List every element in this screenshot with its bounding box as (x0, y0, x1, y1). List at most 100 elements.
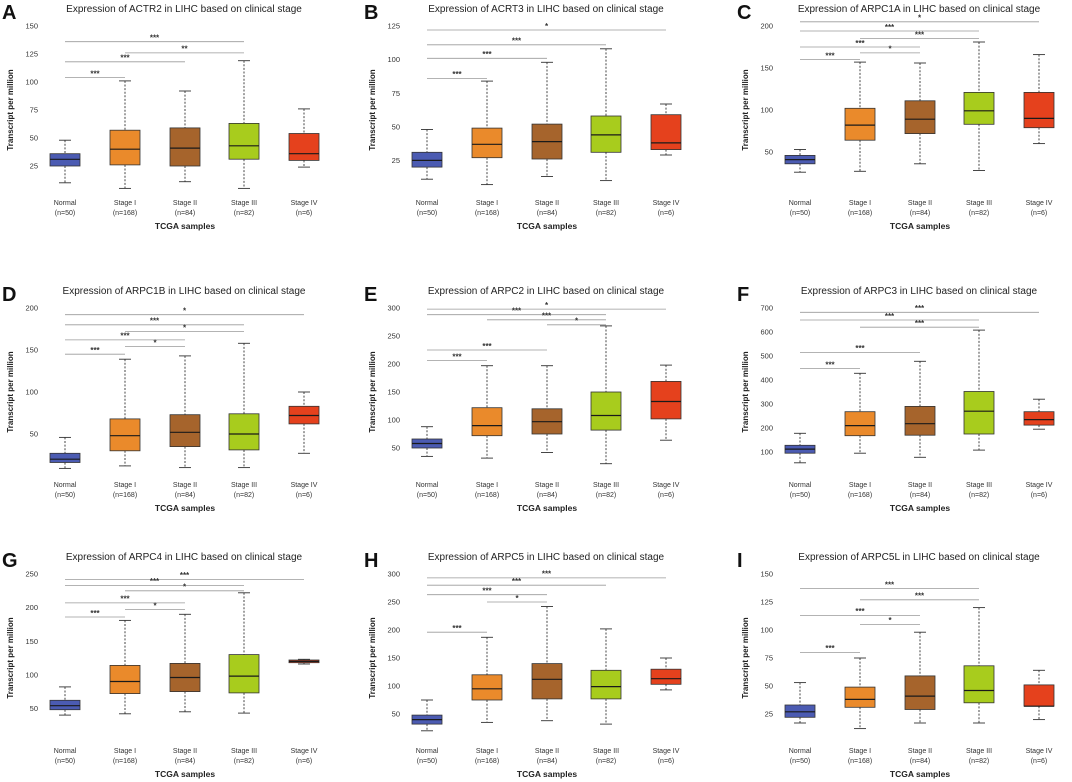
y-tick-label: 600 (760, 328, 773, 337)
box-normal (411, 151, 443, 168)
x-category-count: (n=6) (658, 210, 675, 217)
x-category-count: (n=168) (475, 758, 499, 765)
x-category-count: (n=50) (417, 758, 437, 765)
y-tick-label: 50 (765, 682, 773, 691)
y-axis-label: Transcript per million (6, 69, 15, 150)
box-stage-iii (228, 413, 260, 451)
x-category-label: Normal (416, 200, 439, 207)
x-category-label: Stage II (173, 482, 197, 489)
panel-e: E Expression of ARPC2 in LIHC based on cl… (364, 284, 682, 513)
x-category-count: (n=50) (790, 492, 810, 499)
x-category-label: Stage II (535, 748, 559, 755)
box-stage-ii (904, 100, 936, 135)
x-category-label: Stage IV (291, 200, 318, 207)
y-tick-label: 100 (25, 670, 38, 679)
x-category-count: (n=84) (910, 758, 930, 765)
box-stage-ii (904, 406, 936, 436)
y-tick-label: 100 (760, 626, 773, 635)
y-tick-label: 125 (760, 598, 773, 607)
y-tick-label: 50 (30, 704, 38, 713)
sig-label-normal-vs-stage-iv: * (918, 14, 922, 23)
box-stage-iii (228, 123, 260, 160)
x-category-count: (n=168) (113, 492, 137, 499)
sig-label-normal-vs-stage-iii: *** (150, 34, 160, 43)
x-category-count: (n=168) (113, 210, 137, 217)
x-category-label: Stage IV (1026, 748, 1053, 755)
panel-g: G Expression of ARPC4 in LIHC based on cl… (2, 550, 320, 779)
x-category-label: Stage III (593, 748, 619, 755)
sig-label-normal-vs-stage-iv: * (545, 22, 549, 31)
x-category-count: (n=84) (175, 492, 195, 499)
x-axis-label: TCGA samples (890, 503, 950, 513)
panel-letter: D (2, 284, 16, 306)
x-category-label: Stage I (849, 482, 871, 489)
sig-label-normal-vs-stage-i: *** (90, 609, 100, 618)
sig-label-stage-i-vs-stage-iii: *** (915, 592, 925, 601)
panel-letter: A (2, 2, 16, 24)
x-category-label: Stage IV (291, 482, 318, 489)
x-category-count: (n=84) (910, 492, 930, 499)
y-tick-label: 700 (760, 304, 773, 313)
box-normal (784, 704, 816, 718)
panel-title: Expression of ARPC5L in LIHC based on cl… (798, 552, 1040, 563)
panel-letter: H (364, 550, 378, 572)
box-stage-iv (288, 133, 320, 161)
x-category-label: Stage III (231, 200, 257, 207)
y-tick-label: 500 (760, 352, 773, 361)
x-category-count: (n=6) (1031, 210, 1048, 217)
sig-label-stage-i-vs-stage-iii: * (183, 583, 187, 592)
y-tick-label: 150 (25, 346, 38, 355)
y-tick-label: 150 (387, 388, 400, 397)
sig-label-stage-ii-vs-stage-iii: * (575, 317, 579, 326)
sig-label-stage-i-vs-stage-ii: * (888, 45, 892, 54)
box-normal (49, 699, 81, 711)
x-axis-label: TCGA samples (155, 221, 215, 231)
sig-label-normal-vs-stage-ii: *** (482, 587, 492, 596)
sig-label-normal-vs-stage-ii: *** (120, 54, 130, 63)
box-stage-i (109, 418, 141, 452)
x-category-count: (n=50) (417, 210, 437, 217)
panel-letter: G (2, 550, 18, 572)
y-tick-label: 100 (760, 448, 773, 457)
x-category-count: (n=6) (296, 758, 313, 765)
box-stage-i (109, 665, 141, 695)
x-category-label: Normal (789, 482, 812, 489)
x-category-count: (n=50) (417, 492, 437, 499)
y-axis-label: Transcript per million (741, 617, 750, 698)
sig-label-normal-vs-stage-iii: *** (150, 317, 160, 326)
x-category-label: Stage III (966, 200, 992, 207)
x-category-count: (n=82) (969, 758, 989, 765)
y-tick-label: 300 (387, 570, 400, 579)
box-stage-i (109, 129, 141, 166)
box-stage-i (471, 674, 503, 701)
panel-f: F Expression of ARPC3 in LIHC based on cl… (737, 284, 1055, 513)
x-category-label: Stage IV (1026, 200, 1053, 207)
panel-title: Expression of ARPC4 in LIHC based on cli… (66, 552, 303, 563)
box-stage-ii (904, 675, 936, 710)
panel-letter: B (364, 2, 378, 24)
x-category-count: (n=82) (969, 210, 989, 217)
x-category-label: Stage II (173, 200, 197, 207)
box-stage-iii (590, 115, 622, 153)
x-category-label: Stage III (231, 482, 257, 489)
y-tick-label: 100 (25, 78, 38, 87)
x-category-count: (n=82) (234, 210, 254, 217)
y-tick-label: 25 (765, 710, 773, 719)
x-axis-label: TCGA samples (890, 769, 950, 779)
x-axis-label: TCGA samples (155, 769, 215, 779)
panel-title: Expression of ARPC3 in LIHC based on cli… (801, 286, 1038, 297)
x-category-label: Stage II (908, 200, 932, 207)
sig-label-normal-vs-stage-iii: *** (885, 23, 895, 32)
y-tick-label: 400 (760, 376, 773, 385)
x-category-label: Stage I (114, 482, 136, 489)
sig-label-normal-vs-stage-iii: *** (512, 307, 522, 316)
sig-label-stage-i-vs-stage-iii: *** (915, 30, 925, 39)
sig-label-stage-i-vs-stage-iii: *** (542, 312, 552, 321)
panel-c: C Expression of ARPC1A in LIHC based on c… (737, 2, 1055, 231)
y-tick-label: 50 (765, 148, 773, 157)
sig-label-stage-i-vs-stage-iii: * (183, 323, 187, 332)
panel-i: I Expression of ARPC5L in LIHC based on c… (737, 550, 1055, 779)
x-category-label: Stage II (173, 748, 197, 755)
x-category-count: (n=6) (296, 210, 313, 217)
box-stage-i (471, 127, 503, 159)
